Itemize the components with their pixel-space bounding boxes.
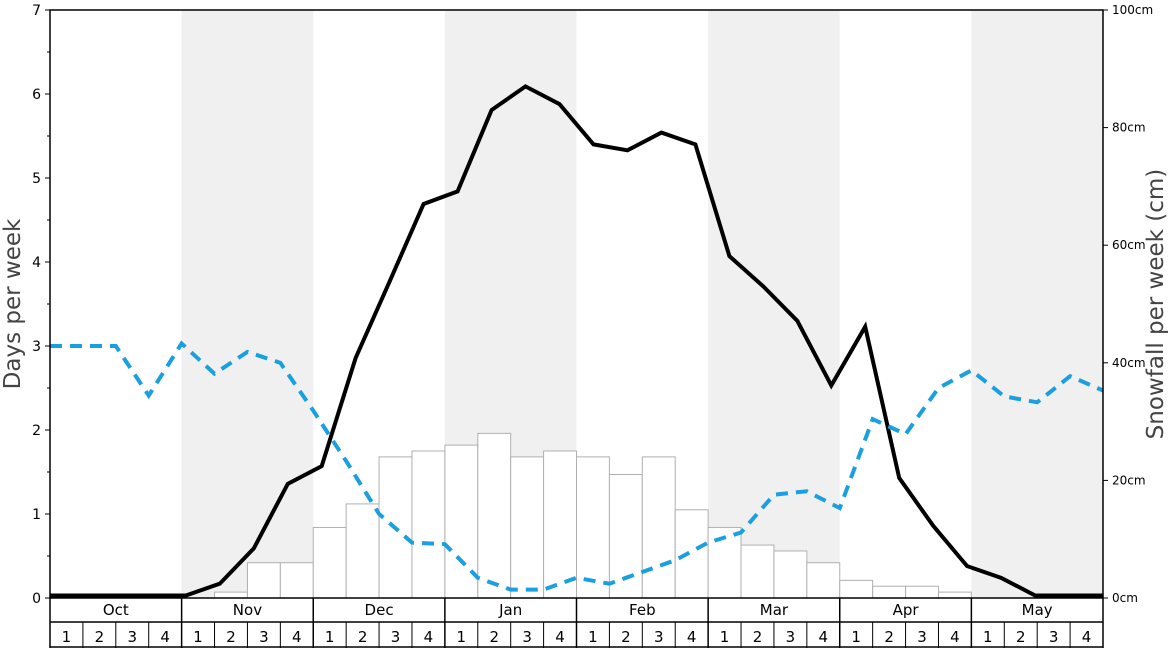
snowfall-bar	[872, 585, 907, 599]
right-tick-label: 20cm	[1112, 473, 1146, 487]
left-tick-label: 1	[32, 507, 41, 523]
week-label: 4	[160, 628, 170, 646]
right-axis: 0cm 20cm 40cm 60cm 80cm 100cm	[1103, 3, 1153, 605]
week-label: 1	[588, 628, 598, 646]
snowfall-bar	[543, 450, 577, 599]
solid-series-line	[50, 84, 1103, 598]
left-tick-label: 0	[32, 591, 41, 607]
right-tick-label: 0cm	[1112, 591, 1138, 605]
month-band-mar	[708, 10, 840, 598]
week-label: 1	[720, 628, 730, 646]
snowfall-bar	[312, 526, 347, 599]
week-label: 1	[457, 628, 467, 646]
month-bands	[181, 10, 1103, 598]
snowfall-bar	[411, 450, 446, 599]
week-label: 2	[226, 628, 236, 646]
week-label: 4	[687, 628, 697, 646]
week-label: 2	[621, 628, 631, 646]
snowfall-bar	[641, 456, 676, 599]
week-label: 4	[424, 628, 434, 646]
month-label: Feb	[629, 601, 656, 619]
week-label: 3	[522, 628, 532, 646]
month-band-may	[971, 10, 1103, 598]
week-label: 4	[555, 628, 565, 646]
week-label: 2	[95, 628, 105, 646]
month-label: Oct	[103, 601, 129, 619]
snowfall-bar	[477, 432, 512, 599]
left-axis-label: Days per week	[0, 218, 26, 389]
week-label: 1	[62, 628, 72, 646]
snowfall-bars	[214, 432, 972, 599]
week-label: 1	[325, 628, 335, 646]
week-label: 2	[358, 628, 368, 646]
week-label: 1	[193, 628, 203, 646]
right-tick-label: 100cm	[1112, 3, 1153, 17]
snowfall-bar	[937, 591, 972, 599]
dashed-series-line	[50, 340, 1104, 592]
week-label: 3	[259, 628, 269, 646]
week-label: 3	[1049, 628, 1059, 646]
week-label: 3	[127, 628, 137, 646]
snowfall-bar	[345, 503, 380, 599]
week-label: 3	[786, 628, 796, 646]
snowfall-bar	[279, 562, 314, 599]
month-band-nov	[181, 10, 314, 598]
week-label: 1	[983, 628, 993, 646]
left-axis: 0 1 2 3 4 5 6 7	[32, 3, 50, 607]
week-label: 4	[292, 628, 302, 646]
week-label: 4	[819, 628, 829, 646]
snowfall-bar	[674, 509, 709, 599]
snowfall-bar	[214, 591, 248, 599]
snowfall-bar	[740, 544, 775, 599]
right-axis-label: Snowfall per week (cm)	[1143, 169, 1168, 440]
month-label: May	[1022, 601, 1053, 619]
snowfall-bar	[246, 562, 281, 599]
left-tick-label: 5	[32, 171, 41, 187]
month-label: Apr	[893, 601, 920, 619]
week-label: 3	[391, 628, 401, 646]
week-label: 2	[489, 628, 499, 646]
month-label: Dec	[365, 601, 394, 619]
month-label: Jan	[498, 601, 522, 619]
snowfall-bar	[905, 585, 939, 599]
week-label: 2	[1016, 628, 1026, 646]
snowfall-bar	[839, 579, 874, 599]
right-tick-label: 80cm	[1112, 121, 1146, 135]
left-tick-label: 2	[32, 423, 41, 439]
snowfall-bar	[806, 562, 841, 599]
week-label: 2	[753, 628, 763, 646]
snowfall-bar	[773, 550, 808, 599]
left-tick-label: 6	[32, 87, 41, 103]
month-label: Nov	[233, 601, 262, 619]
month-label: Mar	[760, 601, 789, 619]
week-label: 3	[917, 628, 927, 646]
snowfall-bar	[576, 456, 610, 599]
left-tick-label: 3	[32, 339, 41, 355]
series-lines	[50, 84, 1104, 598]
week-label: 4	[950, 628, 960, 646]
week-label: 1	[851, 628, 861, 646]
snowfall-bar	[510, 456, 545, 599]
right-tick-label: 40cm	[1112, 356, 1146, 370]
week-label: 4	[1082, 628, 1092, 646]
week-label: 3	[654, 628, 664, 646]
x-axis-table: Oct 1 2 3 4 Nov 1 2 3 4 Dec 1 2 3 4 Jan 1 2 3 4 Feb 1 2 3 4 Mar 1 2…	[49, 598, 1104, 648]
left-tick-label: 7	[32, 3, 41, 19]
right-tick-label: 60cm	[1112, 238, 1146, 252]
week-label: 2	[884, 628, 894, 646]
left-tick-label: 4	[32, 255, 41, 271]
